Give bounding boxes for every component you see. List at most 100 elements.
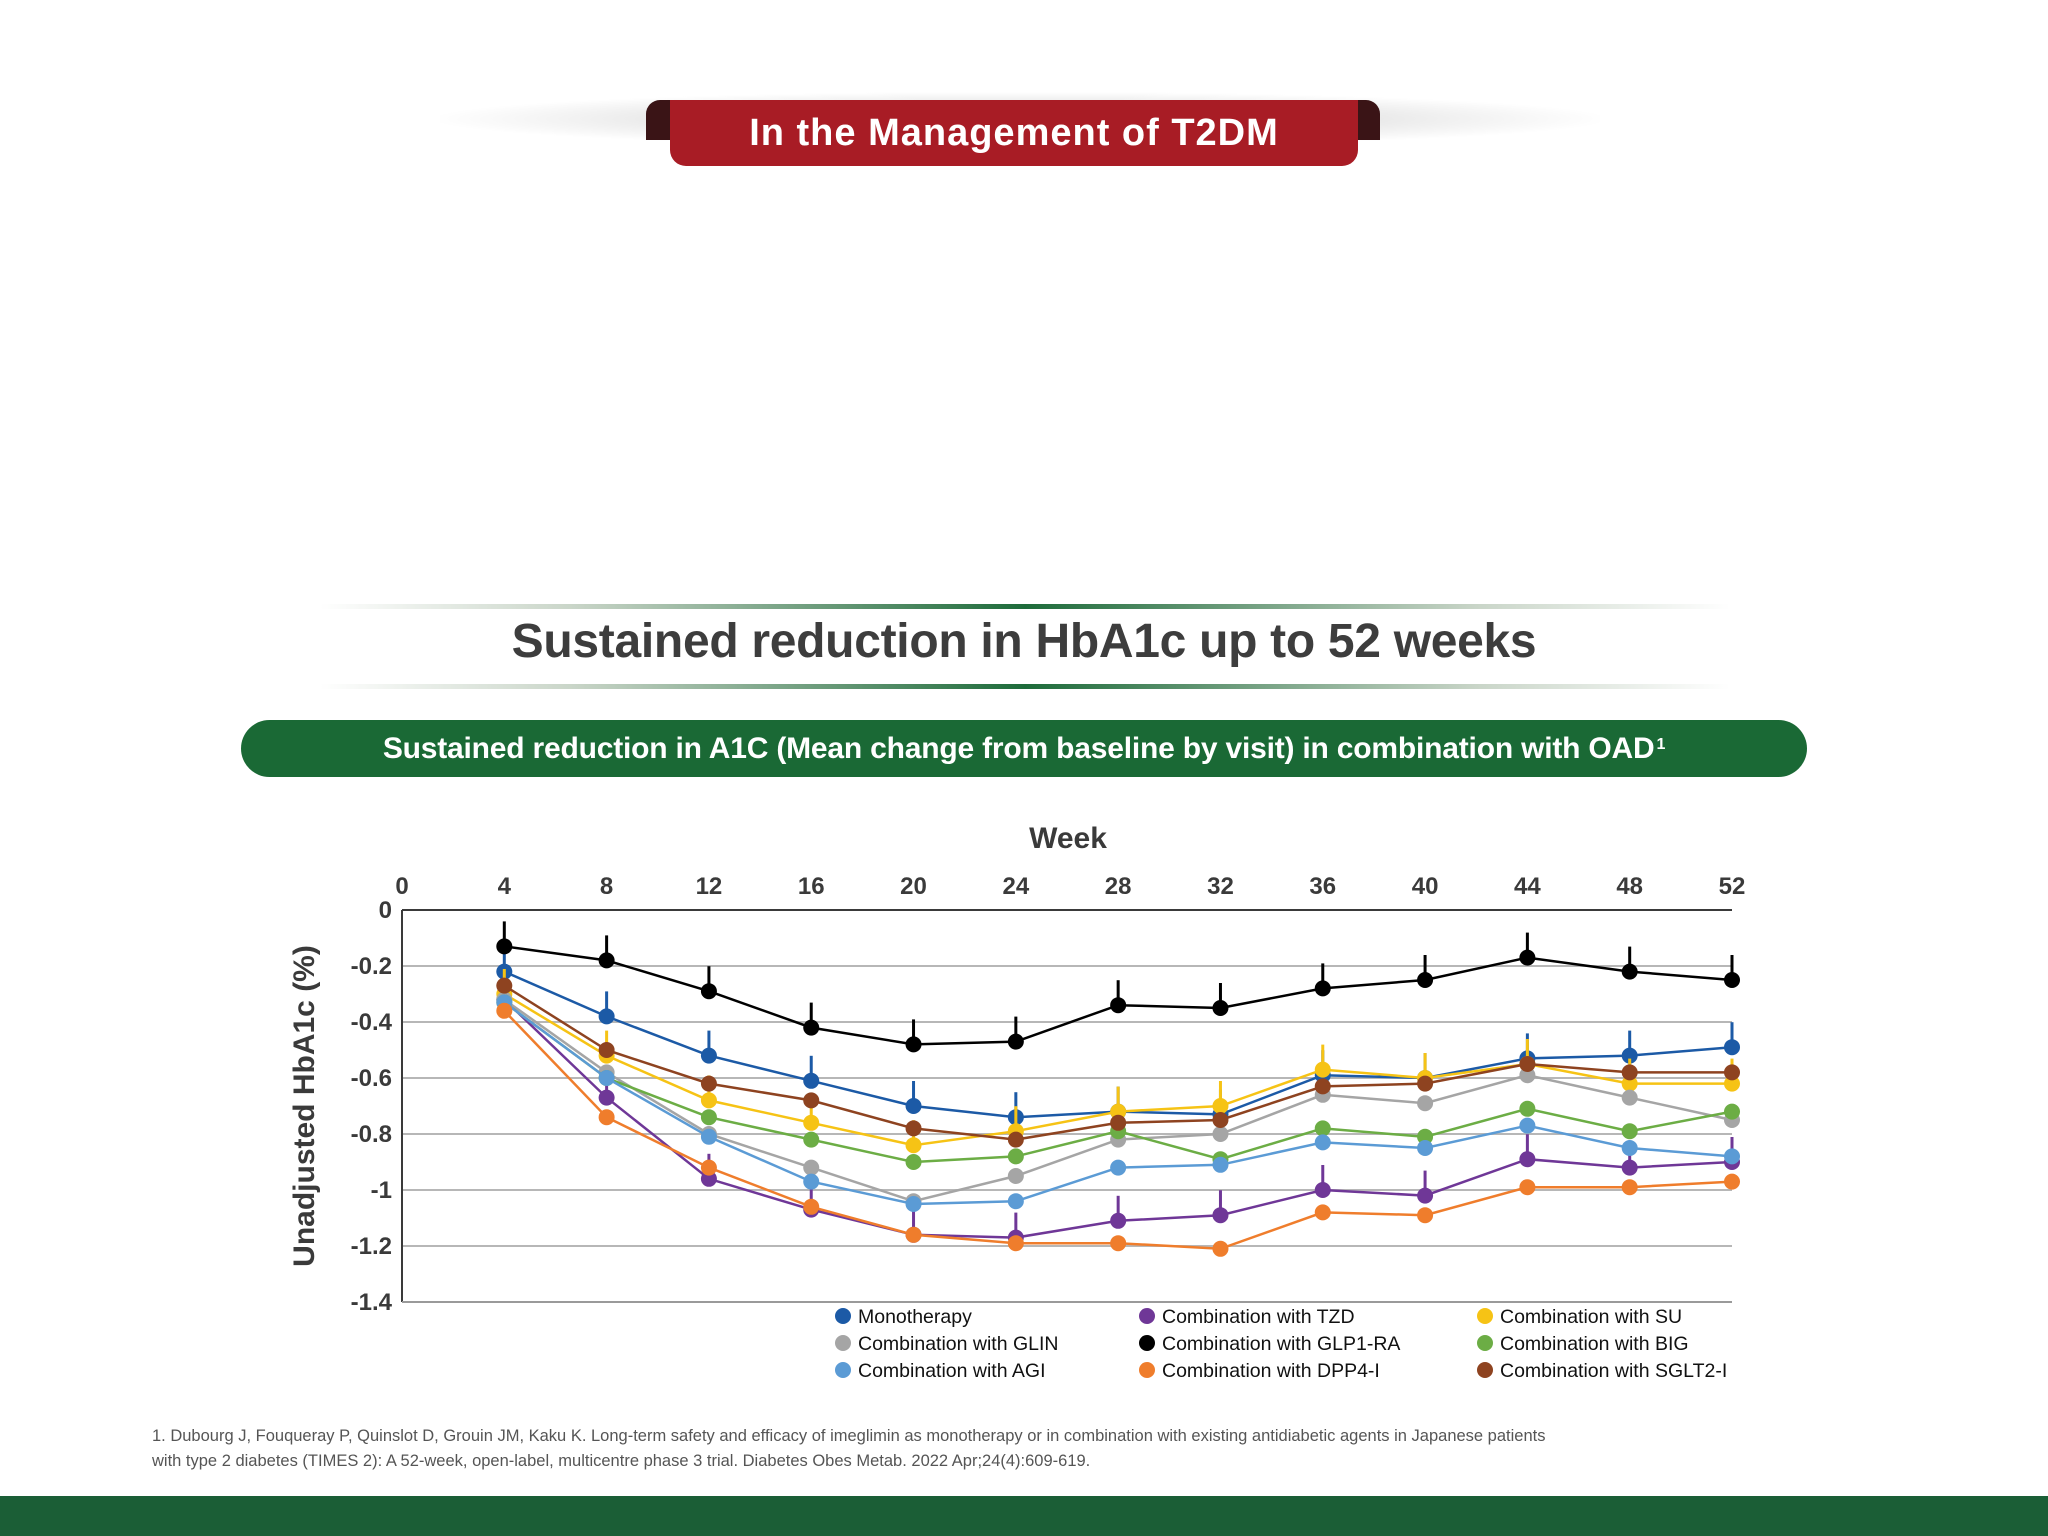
- data-point: [1519, 1100, 1536, 1117]
- data-point: [598, 1089, 615, 1106]
- data-point: [598, 1109, 615, 1126]
- chart-subtitle-banner: Sustained reduction in A1C (Mean change …: [241, 720, 1807, 777]
- data-point: [1621, 1089, 1638, 1106]
- legend-item: Combination with SGLT2-I: [1477, 1360, 1727, 1382]
- legend-marker: [1477, 1362, 1493, 1378]
- data-point: [905, 1196, 922, 1212]
- x-tick-label: 16: [798, 873, 825, 900]
- data-point: [1314, 1134, 1331, 1151]
- y-tick-label: -0.2: [351, 953, 392, 980]
- data-point: [803, 1072, 820, 1089]
- chart-axes: 0 4 8 12 16 20 24 28 32 36 40 44 48 52Week0-0.2-0.4-0…: [288, 822, 1745, 1316]
- y-tick-label: -1.2: [351, 1233, 392, 1260]
- x-tick-label: 0: [395, 873, 408, 900]
- legend-label: Combination with SGLT2-I: [1500, 1360, 1727, 1382]
- data-point: [700, 1075, 717, 1092]
- y-tick-label: -0.4: [351, 1009, 393, 1036]
- legend-marker: [835, 1362, 851, 1378]
- data-point: [1314, 1182, 1331, 1198]
- data-point: [1724, 1173, 1740, 1190]
- x-tick-label: 8: [600, 873, 613, 900]
- legend-item: Monotherapy: [835, 1306, 972, 1328]
- legend-item: Combination with SU: [1477, 1306, 1682, 1328]
- legend-label: Combination with SU: [1500, 1306, 1682, 1328]
- chart-subtitle-footnote-ref: 1: [1656, 735, 1666, 753]
- data-point: [1212, 1240, 1229, 1257]
- legend-marker: [1139, 1335, 1155, 1351]
- data-point: [803, 1159, 820, 1176]
- legend-label: Combination with GLP1-RA: [1162, 1333, 1400, 1355]
- banner-tab: In the Management of T2DM: [670, 100, 1358, 166]
- data-point: [1621, 1179, 1638, 1196]
- data-point: [1417, 1140, 1434, 1156]
- data-point: [700, 1109, 717, 1126]
- data-point: [1621, 1123, 1638, 1140]
- x-tick-label: 32: [1207, 873, 1234, 900]
- data-point: [1212, 1126, 1229, 1142]
- x-tick-label: 4: [498, 873, 512, 900]
- y-tick-label: 0: [379, 897, 392, 924]
- data-point: [803, 1019, 820, 1036]
- reference-line-2: with type 2 diabetes (TIMES 2): A 52-wee…: [152, 1452, 1091, 1470]
- data-point: [1314, 1120, 1331, 1137]
- data-point: [1110, 1114, 1127, 1131]
- data-point: [598, 1042, 615, 1058]
- data-point: [905, 1137, 922, 1154]
- legend-label: Combination with BIG: [1500, 1333, 1689, 1355]
- series-combination-with-dpp4-i: [496, 1002, 1740, 1257]
- data-point: [1314, 1078, 1331, 1095]
- data-point: [1621, 1140, 1638, 1156]
- x-tick-label: 36: [1309, 873, 1336, 900]
- data-point: [1417, 1128, 1434, 1145]
- legend-marker: [1139, 1308, 1155, 1324]
- legend-item: Combination with AGI: [835, 1360, 1046, 1382]
- reference-line-1: 1. Dubourg J, Fouqueray P, Quinslot D, G…: [152, 1427, 1546, 1445]
- data-point: [1417, 1075, 1434, 1092]
- data-point: [1007, 1193, 1024, 1210]
- data-point: [803, 1114, 820, 1131]
- data-point: [1519, 1067, 1536, 1084]
- legend-marker: [835, 1335, 851, 1351]
- data-point: [1314, 1204, 1331, 1221]
- data-point: [905, 1036, 922, 1053]
- data-point: [1724, 1075, 1740, 1092]
- data-point: [1417, 972, 1434, 988]
- data-point: [1724, 1148, 1740, 1165]
- footer-bar: [0, 1496, 2048, 1536]
- data-point: [1519, 1117, 1536, 1134]
- data-point: [700, 983, 717, 1000]
- data-point: [496, 938, 513, 955]
- data-point: [1007, 1131, 1024, 1148]
- data-point: [1417, 1095, 1434, 1112]
- data-point: [598, 1070, 615, 1086]
- data-point: [700, 1170, 717, 1187]
- series-combination-with-glp1-ra: [496, 921, 1740, 1053]
- y-tick-label: -0.6: [351, 1065, 392, 1092]
- page-title: Sustained reduction in HbA1c up to 52 we…: [511, 615, 1537, 668]
- data-point: [1519, 1056, 1536, 1072]
- data-point: [598, 1008, 615, 1025]
- data-point: [1007, 1168, 1024, 1184]
- legend-marker: [835, 1308, 851, 1324]
- reference-footnote: 1. Dubourg J, Fouqueray P, Quinslot D, G…: [152, 1424, 1672, 1474]
- data-point: [1110, 1235, 1127, 1252]
- x-tick-label: 40: [1412, 873, 1439, 900]
- data-point: [496, 1002, 513, 1019]
- y-axis-title: Unadjusted HbA1c (%): [288, 945, 321, 1267]
- legend-item: Combination with GLIN: [835, 1333, 1059, 1355]
- data-point: [700, 1159, 717, 1176]
- legend-marker: [1477, 1335, 1493, 1351]
- data-point: [1621, 1159, 1638, 1176]
- data-point: [1417, 1207, 1434, 1224]
- legend-marker: [1139, 1362, 1155, 1378]
- data-point: [700, 1092, 717, 1109]
- y-tick-label: -0.8: [351, 1121, 392, 1148]
- data-point: [1110, 1212, 1127, 1229]
- data-point: [803, 1092, 820, 1109]
- data-point: [1724, 1103, 1740, 1120]
- data-point: [1212, 1098, 1229, 1114]
- data-point: [1621, 1075, 1638, 1092]
- x-tick-label: 48: [1616, 873, 1643, 900]
- data-point: [803, 1131, 820, 1148]
- data-point: [1110, 1103, 1127, 1120]
